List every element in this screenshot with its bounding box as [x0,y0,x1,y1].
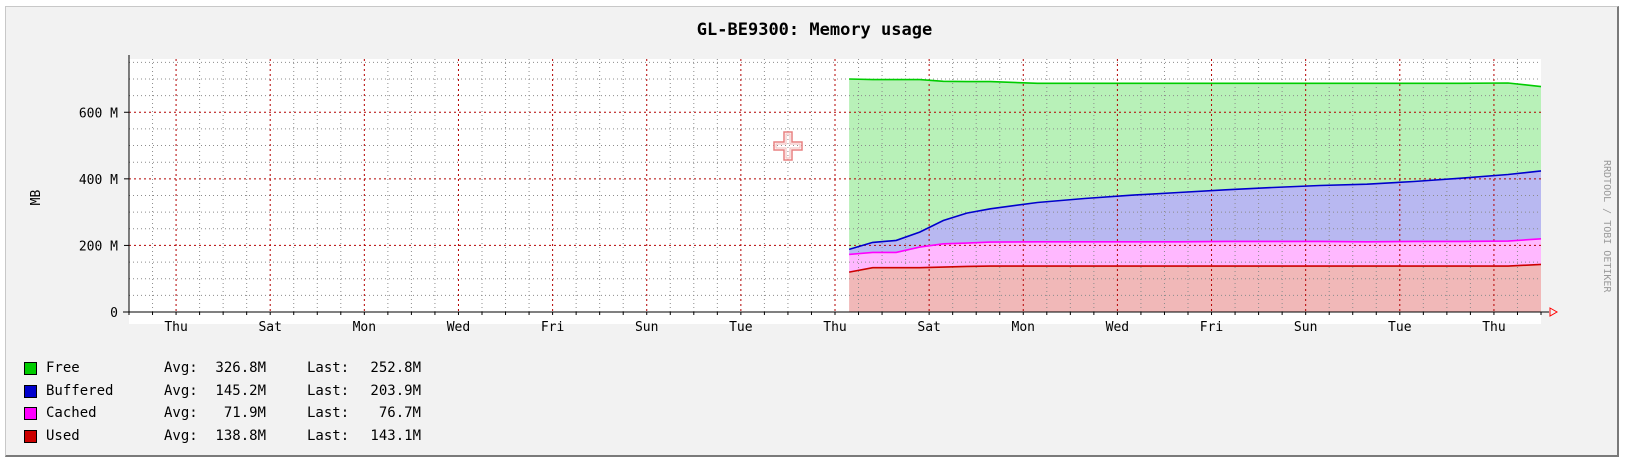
area-cached [849,238,1541,273]
x-tick-label: Tue [729,320,753,335]
series-lines [848,78,1542,273]
x-tick-label: Sun [1294,320,1317,335]
legend-swatch-buffered [24,384,37,398]
legend-swatch-cached [24,407,37,420]
legend-name: Buffered [46,382,114,399]
legend-name: Used [46,427,80,444]
legend-avg-value: 71.9M [223,405,266,421]
x-tick-label: Wed [447,320,470,335]
legend-avg-value: 138.8M [215,427,266,444]
tick-labels: 0 200 M 400 M 600 M Thu Sat Mon Wed Fri Sun Tue Thu… [79,106,1506,335]
chart-title: GL-BE9300: Memory usage [696,20,933,40]
legend-swatch-free [24,362,37,375]
legend-avg-label: Avg: [164,360,198,376]
x-tick-label: Thu [164,320,187,335]
x-tick-label: Fri [541,320,564,335]
line-free [849,78,1542,88]
axes [123,55,1559,317]
x-tick-label: Sat [917,320,940,335]
legend-avg-value: 326.8M [215,360,266,376]
legend-name: Cached [46,405,97,421]
area-buffered [849,170,1541,255]
area-used [849,264,1541,312]
y-axis-label: MB [29,190,44,206]
x-tick-label: Thu [1482,320,1505,335]
x-axis-arrow-icon [1549,307,1559,317]
y-tick-label: 400 M [79,173,118,188]
legend-last-label: Last: [307,382,350,399]
line-buffered [848,170,1542,251]
x-tick-label: Mon [1012,320,1035,335]
x-tick-label: Mon [353,320,376,335]
y-tick-label: 600 M [79,106,118,121]
legend-last-value: 143.1M [370,427,421,444]
area-free [849,79,1541,250]
x-tick-label: Tue [1388,320,1412,335]
x-tick-label: Fri [1200,320,1223,335]
y-tick-label: 0 [110,306,118,321]
legend-avg-label: Avg: [164,427,198,444]
legend-avg-value: 145.2M [215,382,266,399]
grid-lines [129,59,1541,312]
series-areas [849,79,1541,312]
x-tick-label: Thu [823,320,846,335]
legend-avg-label: Avg: [164,382,198,399]
legend-name: Free [46,360,80,376]
legend-last-label: Last: [307,405,350,421]
crosshair-cursor-icon [773,131,803,161]
line-used [848,263,1542,273]
legend-last-label: Last: [307,427,350,444]
legend-last-label: Last: [307,360,350,376]
x-tick-label: Sun [635,320,658,335]
legend-avg-label: Avg: [164,405,198,421]
x-tick-label: Sat [258,320,281,335]
legend-last-value: 203.9M [370,382,421,399]
y-tick-label: 200 M [79,239,118,254]
x-tick-label: Wed [1106,320,1129,335]
legend-swatch-used [24,429,37,443]
legend-last-value: 76.7M [378,405,421,421]
line-cached [849,238,1542,256]
legend-last-value: 252.8M [370,360,421,376]
